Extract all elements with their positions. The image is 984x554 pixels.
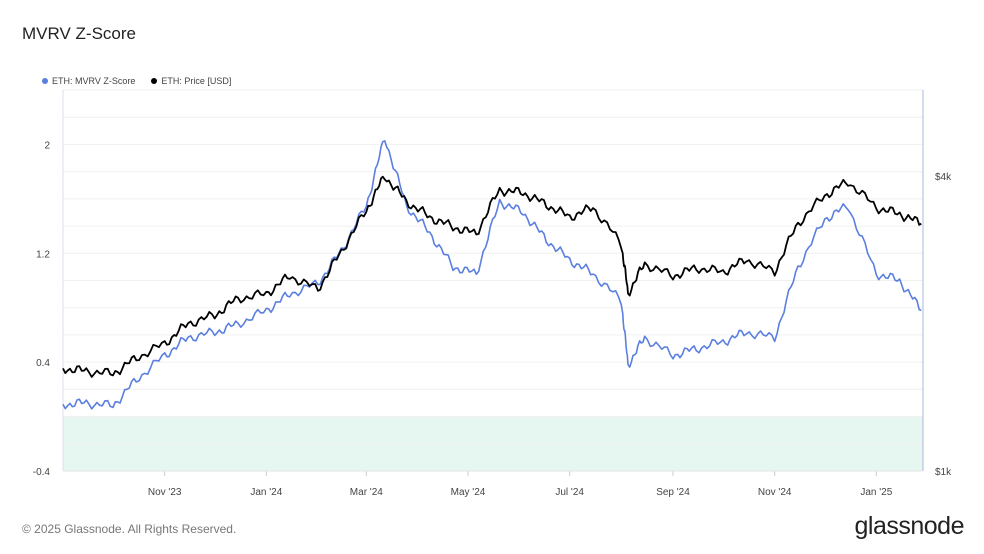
legend-item-mvrv[interactable]: ETH: MVRV Z-Score xyxy=(42,76,135,86)
legend-label-mvrv: ETH: MVRV Z-Score xyxy=(52,76,136,86)
y-left-tick-label: -0.4 xyxy=(33,467,51,478)
series-line-mvrv xyxy=(62,140,922,410)
x-tick-label: Mar '24 xyxy=(350,487,383,498)
x-tick-label: Jan '24 xyxy=(250,487,282,498)
legend-dot-price xyxy=(151,78,158,84)
legend-label-price: ETH: Price [USD] xyxy=(161,76,232,86)
glassnode-logo[interactable]: glassnode xyxy=(854,512,965,540)
chart-title: MVRV Z-Score xyxy=(22,24,136,43)
copyright-footer: © 2025 Glassnode. All Rights Reserved. xyxy=(22,522,237,536)
y-right-tick-label: $1k xyxy=(935,467,952,478)
legend-item-price[interactable]: ETH: Price [USD] xyxy=(151,76,231,86)
y-left-tick-label: 2 xyxy=(44,140,50,151)
x-tick-label: Nov '24 xyxy=(758,487,792,498)
x-tick-label: Sep '24 xyxy=(656,487,690,498)
legend: ETH: MVRV Z-Score ETH: Price [USD] xyxy=(42,76,231,86)
y-left-tick-label: 1.2 xyxy=(36,249,50,260)
series-line-price xyxy=(62,175,922,378)
x-tick-label: May '24 xyxy=(451,487,486,498)
y-left-tick-label: 0.4 xyxy=(36,358,50,369)
x-tick-label: Jan '25 xyxy=(860,487,892,498)
legend-dot-mvrv xyxy=(42,78,48,84)
x-tick-label: Nov '23 xyxy=(148,487,182,498)
y-right-tick-label: $4k xyxy=(935,172,952,183)
x-tick-label: Jul '24 xyxy=(555,487,584,498)
